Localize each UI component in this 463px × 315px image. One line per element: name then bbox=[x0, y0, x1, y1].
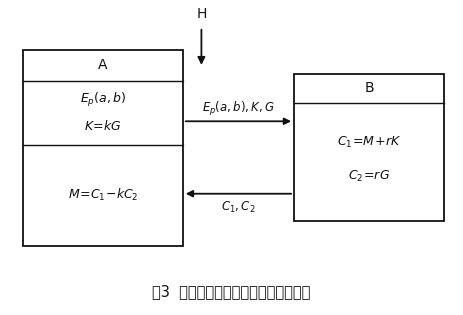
Text: $C_1,C_2$: $C_1,C_2$ bbox=[221, 199, 256, 215]
Text: A: A bbox=[98, 58, 108, 72]
Text: $K\!=\!kG$: $K\!=\!kG$ bbox=[84, 118, 122, 133]
Text: 图3  湟圆曲线加密入侵检测过程示意图: 图3 湟圆曲线加密入侵检测过程示意图 bbox=[152, 284, 311, 299]
Text: $M\!=\!C_1\!-\!kC_2$: $M\!=\!C_1\!-\!kC_2$ bbox=[68, 187, 138, 203]
Text: $E_p(a,b),K,G$: $E_p(a,b),K,G$ bbox=[202, 100, 275, 118]
Text: $E_p(a,b)$: $E_p(a,b)$ bbox=[80, 91, 126, 109]
Text: $C_1\!=\!M\!+\!rK$: $C_1\!=\!M\!+\!rK$ bbox=[337, 135, 401, 151]
Text: B: B bbox=[364, 81, 374, 95]
Text: H: H bbox=[196, 7, 206, 21]
Bar bbox=[294, 74, 444, 220]
Bar bbox=[23, 50, 183, 246]
Text: $C_2\!=\!rG$: $C_2\!=\!rG$ bbox=[348, 169, 390, 184]
